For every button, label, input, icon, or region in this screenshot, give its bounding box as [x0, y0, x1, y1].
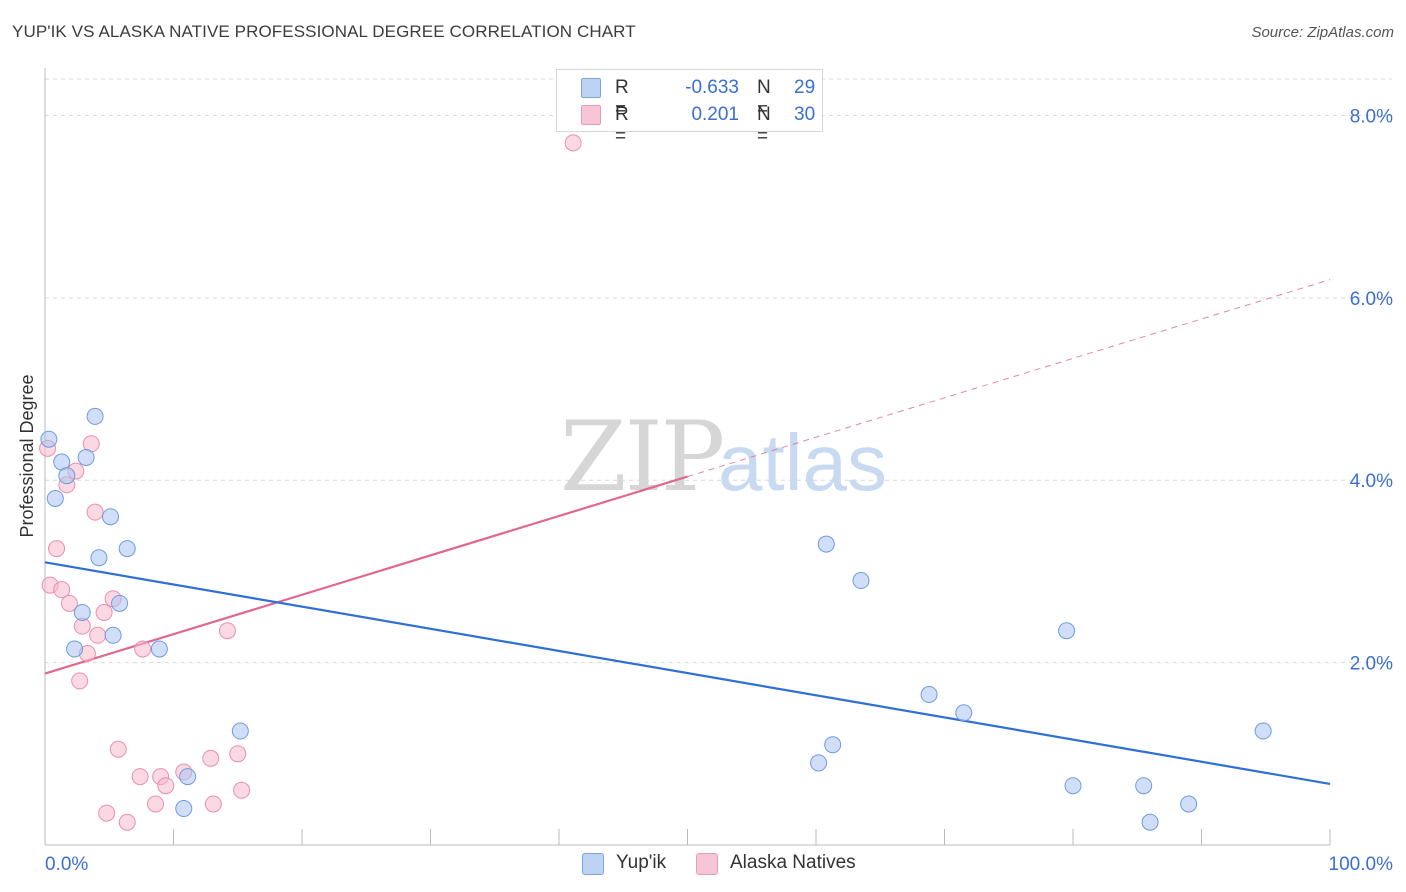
- x-tick-label: 100.0%: [1329, 854, 1394, 875]
- point-alaska-natives: [218, 622, 236, 640]
- point-alaska-natives: [71, 672, 89, 690]
- series-swatch-alaska: [696, 853, 718, 875]
- point-alaska-natives: [147, 795, 165, 813]
- trendline-yupik: [44, 561, 1331, 785]
- point-yupik: [920, 686, 938, 704]
- point-alaska-natives: [204, 795, 222, 813]
- legend-r-label: R =: [615, 77, 629, 120]
- point-alaska-natives: [109, 740, 127, 758]
- point-yupik: [86, 407, 104, 425]
- legend-n-value: 30: [794, 104, 816, 125]
- point-yupik: [955, 704, 973, 722]
- series-label-yupik: Yup'ik: [616, 852, 667, 873]
- y-tick-label: 2.0%: [1350, 654, 1393, 675]
- point-alaska-natives: [157, 777, 175, 795]
- point-alaska-natives: [233, 781, 251, 799]
- point-yupik: [824, 736, 842, 754]
- point-yupik: [150, 640, 168, 658]
- legend-n-label: N =: [757, 77, 771, 120]
- point-alaska-natives: [134, 640, 152, 658]
- y-tick-label: 6.0%: [1350, 289, 1393, 310]
- legend-r-value: -0.633: [685, 77, 739, 98]
- legend-swatch-yupik: [581, 78, 601, 98]
- point-yupik: [73, 603, 91, 621]
- y-axis-title: Professional Degree: [17, 374, 37, 537]
- point-alaska-natives: [229, 745, 247, 763]
- point-alaska-natives: [202, 749, 220, 767]
- legend-n-value: 29: [794, 77, 816, 98]
- point-yupik: [77, 448, 95, 466]
- series-swatch-yupik: [582, 853, 604, 875]
- point-yupik: [58, 467, 76, 485]
- watermark-zip: ZIP: [560, 401, 723, 513]
- legend-n-label: N =: [757, 104, 771, 147]
- point-yupik: [111, 594, 129, 612]
- source-credit: Source: ZipAtlas.com: [1251, 24, 1394, 41]
- legend-swatch-alaska: [581, 105, 601, 125]
- point-yupik: [852, 572, 870, 590]
- point-yupik: [1141, 813, 1159, 831]
- series-label-alaska: Alaska Natives: [730, 852, 856, 873]
- x-tick-label: 0.0%: [45, 854, 88, 875]
- point-alaska-natives: [98, 804, 116, 822]
- point-alaska-natives: [95, 603, 113, 621]
- point-alaska-natives: [53, 581, 71, 599]
- point-alaska-natives: [564, 134, 582, 152]
- point-yupik: [1064, 777, 1082, 795]
- point-yupik: [179, 768, 197, 786]
- legend-r-label: R =: [615, 104, 629, 147]
- y-tick-label: 4.0%: [1350, 471, 1393, 492]
- point-yupik: [118, 540, 136, 558]
- point-yupik: [90, 549, 108, 567]
- point-alaska-natives: [118, 813, 136, 831]
- point-yupik: [102, 508, 120, 526]
- point-alaska-natives: [60, 594, 78, 612]
- point-yupik: [810, 754, 828, 772]
- point-alaska-natives: [48, 540, 66, 558]
- point-alaska-natives: [86, 503, 104, 521]
- trendline-alaska-natives-extension: [687, 279, 1331, 478]
- point-yupik: [46, 489, 64, 507]
- legend-r-value: 0.201: [691, 104, 739, 125]
- y-tick-label: 8.0%: [1350, 106, 1393, 127]
- point-yupik: [104, 626, 122, 644]
- point-yupik: [231, 722, 249, 740]
- watermark-atlas: atlas: [718, 418, 887, 507]
- point-yupik: [1058, 622, 1076, 640]
- point-alaska-natives: [89, 626, 107, 644]
- point-yupik: [817, 535, 835, 553]
- point-yupik: [40, 430, 58, 448]
- correlation-legend: R = -0.633 N = 29 R = 0.201 N = 30: [556, 69, 823, 147]
- trendline-alaska-natives: [44, 475, 688, 675]
- chart-title: YUP'IK VS ALASKA NATIVE PROFESSIONAL DEG…: [12, 22, 636, 41]
- point-alaska-natives: [131, 768, 149, 786]
- point-yupik: [175, 800, 193, 818]
- point-yupik: [1180, 795, 1198, 813]
- point-yupik: [1135, 777, 1153, 795]
- point-yupik: [66, 640, 84, 658]
- point-yupik: [1254, 722, 1272, 740]
